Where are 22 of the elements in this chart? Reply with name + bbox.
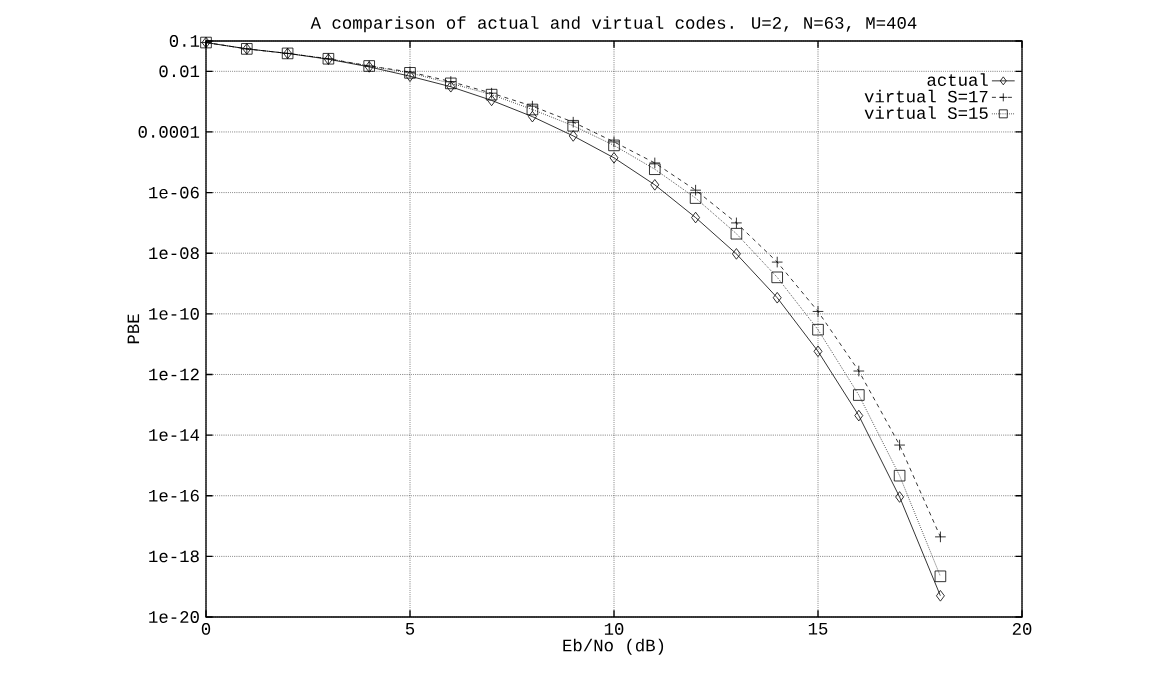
y-tick-label: 1e-20 [149, 611, 199, 623]
y-tick-label: 0.01 [159, 65, 200, 78]
y-tick-label: 1e-16 [149, 489, 199, 502]
x-tick-label: 10 [604, 623, 624, 635]
y-tick-label: 1e-14 [149, 429, 200, 441]
x-axis-title: Eb/No (dB) [563, 638, 664, 655]
y-tick-label: 0.1 [169, 35, 200, 47]
x-tick-label: 15 [808, 623, 828, 635]
y-tick-label: 1e-06 [149, 186, 199, 199]
y-tick-label: 1e-08 [149, 247, 199, 260]
legend-label: virtual S=15 [864, 106, 988, 119]
y-tick-label: 1e-18 [149, 550, 199, 563]
x-tick-label: 20 [1012, 623, 1032, 635]
y-axis-title: PBE [127, 314, 140, 344]
x-tick-label: 0 [201, 623, 211, 635]
y-tick-label: 0.0001 [138, 126, 200, 138]
chart-title: A comparison of actual and virtual codes. U=2, N=63, M=404 [310, 16, 917, 33]
y-tick-label: 1e-12 [149, 368, 199, 381]
legend-label: actual [927, 73, 988, 86]
y-tick-label: 1e-10 [149, 307, 199, 320]
x-tick-label: 5 [405, 623, 415, 635]
legend-label: virtual S=17 [864, 89, 988, 103]
